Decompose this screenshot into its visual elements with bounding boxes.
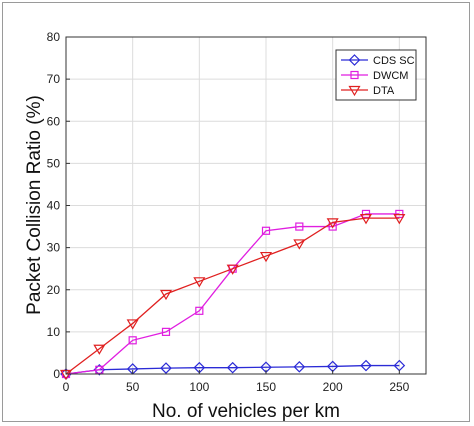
dta-point: [159, 289, 173, 301]
cds-sc-point: [293, 360, 306, 373]
dwcm-point: [295, 222, 304, 231]
y-tick-label: 70: [47, 72, 61, 86]
legend-item-dwcm: DWCM: [341, 70, 408, 82]
dwcm-point: [195, 306, 204, 315]
y-axis-title: Packet Collision Ratio (%): [24, 95, 45, 315]
dta-point: [193, 277, 206, 288]
legend-item-cds-sc: CDS SC: [341, 54, 415, 67]
x-tick-label: 100: [189, 380, 209, 394]
tick-labels: 0 50 100 150 200 250 0 10 20 30 40 50 60 70 80: [47, 30, 410, 394]
legend-marker: [348, 54, 361, 66]
dwcm-point: [161, 327, 171, 336]
cds-sc-point: [226, 361, 239, 374]
dwcm-point: [261, 226, 271, 235]
dwcm-point: [395, 209, 404, 219]
dta-point: [259, 251, 273, 263]
dta-point: [226, 264, 239, 275]
x-tick-label: 0: [63, 380, 70, 394]
y-tick-label: 30: [47, 241, 61, 255]
x-tick-label: 150: [256, 380, 276, 394]
legend: CDS SC DWCM DTA: [335, 49, 417, 101]
y-tick-label: 60: [47, 114, 61, 128]
y-tick-label: 20: [47, 283, 61, 297]
legend-item-dta: DTA: [341, 85, 395, 97]
x-tick-label: 50: [126, 380, 140, 394]
legend-label: DTA: [373, 85, 395, 97]
y-tick-label: 10: [47, 325, 61, 339]
x-axis-title: No. of vehicles per km: [152, 401, 340, 422]
chart-frame: [2, 2, 470, 422]
cds-sc-line: [65, 364, 400, 375]
x-tick-label: 250: [389, 380, 409, 394]
series-dta: [59, 214, 406, 381]
dwcm-point: [361, 209, 371, 219]
legend-marker: [348, 85, 361, 97]
y-tick-label: 80: [47, 30, 61, 44]
y-tick-label: 0: [53, 367, 60, 381]
cds-sc-point: [160, 362, 172, 374]
x-tick-label: 200: [323, 380, 343, 394]
dta-point: [393, 214, 406, 225]
cds-sc-point: [360, 359, 372, 372]
dta-point: [126, 319, 139, 330]
y-tick-label: 50: [47, 156, 61, 170]
legend-label: DWCM: [373, 70, 408, 82]
dta-point: [293, 239, 306, 250]
dta-point: [326, 218, 339, 229]
dta-point: [359, 214, 373, 225]
dta-point: [93, 344, 106, 355]
y-tick-label: 40: [47, 199, 61, 213]
dta-line: [65, 217, 400, 375]
dwcm-point: [95, 365, 104, 374]
legend-marker: [350, 70, 359, 80]
dwcm-point: [128, 336, 137, 345]
legend-label: CDS SC: [373, 55, 415, 67]
